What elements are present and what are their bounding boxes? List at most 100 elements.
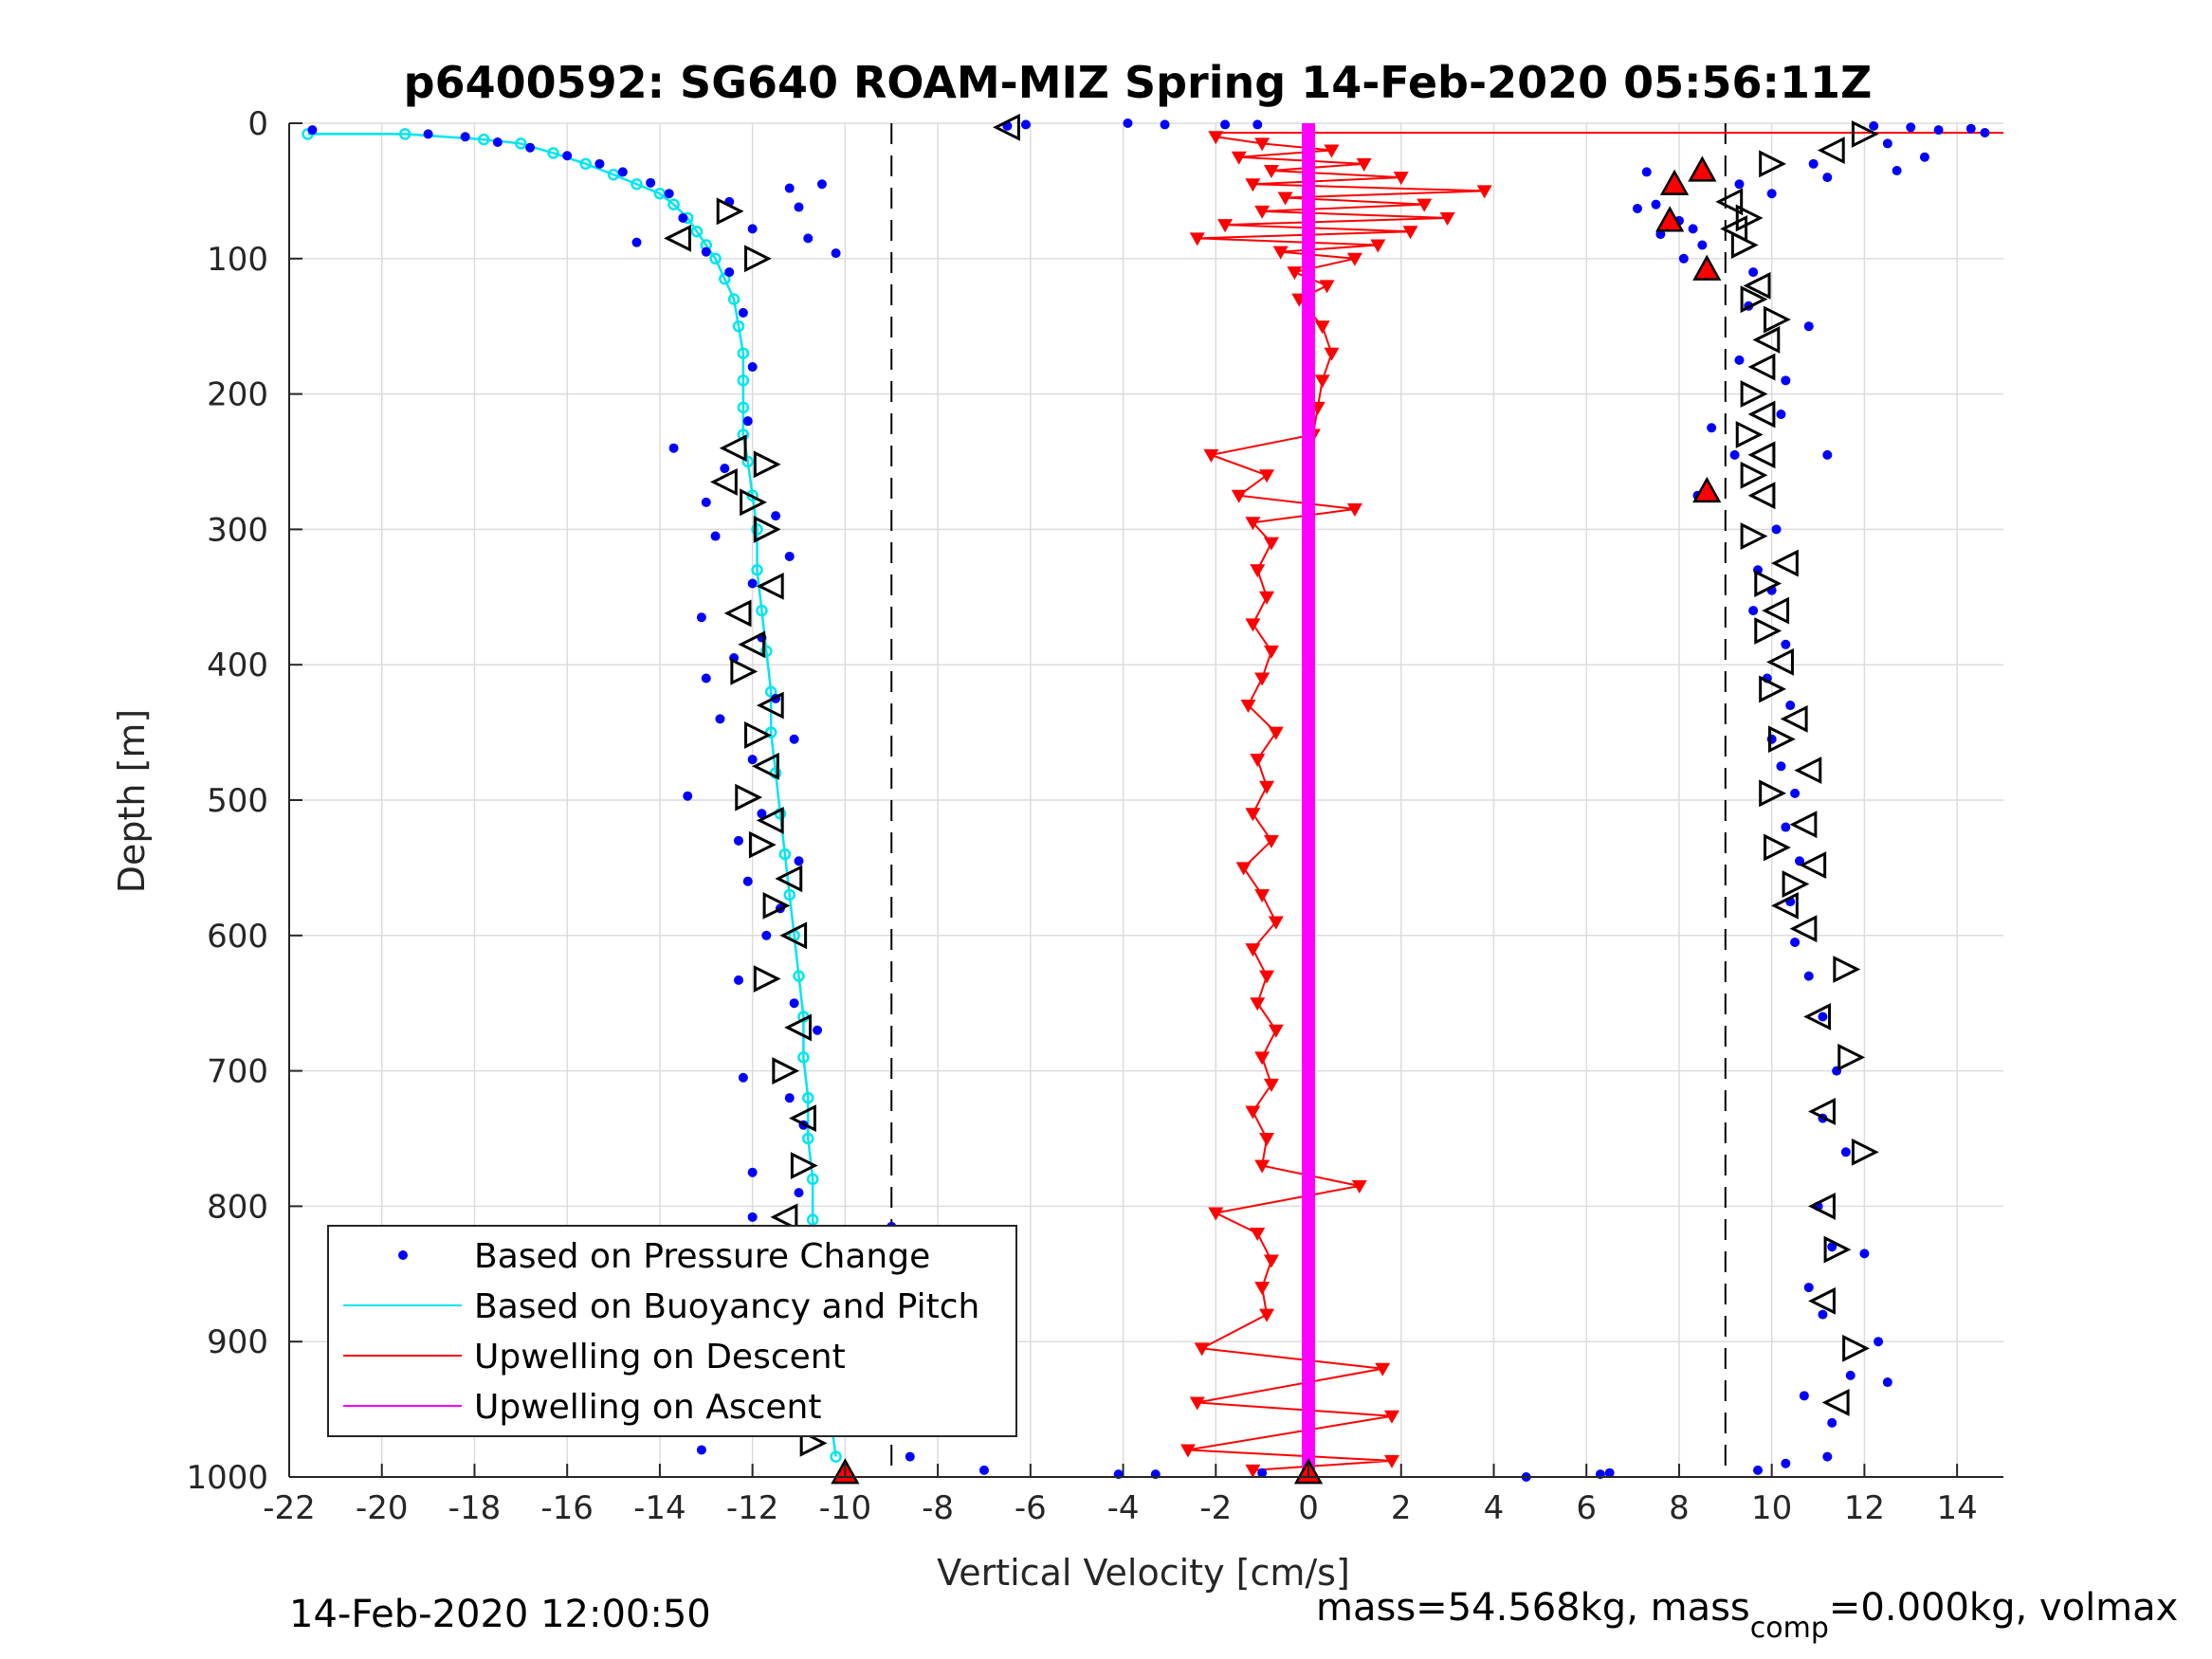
direction-marker-27 — [770, 1203, 798, 1231]
direction-marker-15 — [751, 752, 779, 780]
x-tick-label-15: 8 — [1669, 1489, 1690, 1527]
descent-marker-27 — [1203, 448, 1219, 463]
descent-marker-67 — [1383, 1454, 1399, 1468]
direction-marker-2 — [716, 197, 744, 226]
descent-marker-54 — [1259, 1133, 1275, 1146]
buoyancy-point-38 — [802, 1132, 814, 1145]
pressure-point-137 — [1965, 123, 1976, 134]
descent-marker-9 — [1277, 191, 1293, 206]
pressure-point-1 — [423, 129, 433, 139]
pressure-point-2 — [460, 132, 470, 142]
buoyancy-point-21 — [741, 455, 755, 468]
tick-labels: -22 -20 -18 -16 -14 -12 -10 -8 -6 -4 -2 0 2 4 6 8 10 12 14… — [186, 105, 1977, 1527]
descent-marker-42 — [1245, 808, 1261, 822]
buoyancy-point-37 — [802, 1091, 814, 1104]
direction-marker-7 — [740, 488, 768, 517]
red-marker-4 — [1655, 206, 1685, 232]
buoyancy-point-4 — [547, 147, 559, 159]
y-tick-label-0: 0 — [247, 105, 268, 143]
pressure-point-39 — [683, 791, 693, 801]
pressure-point-79 — [1632, 203, 1642, 213]
buoyancy-point-11 — [690, 225, 704, 238]
pressure-point-131 — [1604, 1468, 1615, 1478]
pressure-point-77 — [1641, 167, 1652, 177]
pressure-point-82 — [1655, 229, 1666, 240]
descent-marker-23 — [1324, 347, 1340, 361]
direction-marker-12 — [730, 657, 759, 685]
buoyancy-point-32 — [783, 888, 795, 902]
direction-marker-53 — [1754, 570, 1782, 597]
buoyancy-point-13 — [709, 252, 722, 265]
direction-marker-75 — [1808, 1286, 1836, 1315]
direction-marker-64 — [1799, 851, 1827, 879]
buoyancy-point-36 — [797, 1051, 810, 1064]
buoyancy-point-2 — [477, 133, 490, 146]
direction-marker-66 — [1770, 891, 1799, 920]
pressure-point-67 — [978, 1465, 989, 1475]
pressure-point-3 — [492, 137, 503, 147]
footer-mass-info: mass=54.568kg, masscomp=0.000kg, volmax — [1316, 1586, 2178, 1645]
pressure-point-81 — [1688, 224, 1698, 234]
direction-marker-3 — [744, 245, 772, 273]
descent-marker-55 — [1254, 1159, 1271, 1174]
pressure-point-141 — [1892, 165, 1902, 175]
pressure-point-16 — [803, 233, 814, 244]
pressure-point-65 — [696, 1445, 706, 1455]
pressure-point-28 — [710, 531, 721, 541]
buoyancy-point-25 — [756, 604, 768, 617]
descent-marker-62 — [1194, 1342, 1210, 1357]
direction-marker-67 — [1789, 915, 1818, 943]
direction-marker-11 — [738, 630, 766, 659]
buoyancy-point-34 — [793, 970, 805, 982]
descent-marker-49 — [1250, 997, 1266, 1012]
pressure-point-139 — [1882, 138, 1892, 149]
buoyancy-point-15 — [727, 293, 740, 305]
pressure-point-108 — [1790, 788, 1801, 798]
pressure-point-47 — [789, 998, 799, 1009]
pressure-point-29 — [784, 551, 795, 561]
buoyancy-pitch-series — [302, 128, 842, 1463]
pressure-point-8 — [646, 177, 656, 188]
direction-marker-14 — [744, 721, 772, 749]
x-tick-label-11: 0 — [1298, 1489, 1319, 1527]
pressure-point-27 — [771, 511, 781, 521]
x-axis-label: Vertical Velocity [cm/s] — [937, 1552, 1350, 1594]
pressure-point-130 — [1753, 1465, 1764, 1475]
pressure-point-95 — [1707, 423, 1717, 433]
direction-marker-51 — [1740, 522, 1768, 550]
legend-label-buoyancy: Based on Buoyancy and Pitch — [474, 1287, 979, 1326]
pressure-point-43 — [742, 876, 753, 886]
y-tick-label-1: 100 — [207, 241, 268, 279]
descent-marker-46 — [1268, 916, 1284, 930]
pressure-point-26 — [701, 497, 711, 507]
descent-marker-6 — [1393, 172, 1409, 186]
buoyancy-point-1 — [398, 128, 411, 140]
x-tick-label-16: 10 — [1751, 1489, 1792, 1527]
mass-text: mass=54.568kg, mass — [1316, 1586, 1750, 1630]
direction-marker-58 — [1780, 704, 1808, 733]
descent-marker-59 — [1263, 1254, 1279, 1268]
y-tick-label-2: 200 — [207, 376, 268, 414]
direction-marker-26 — [790, 1152, 818, 1179]
buoyancy-point-40 — [806, 1213, 819, 1226]
pressure-point-136 — [1933, 125, 1944, 136]
pressure-point-88 — [1822, 173, 1833, 183]
pressure-point-66 — [905, 1451, 915, 1462]
direction-marker-8 — [753, 515, 781, 543]
pressure-point-128 — [1822, 1451, 1833, 1462]
pressure-point-85 — [1734, 179, 1745, 190]
pressure-point-140 — [1919, 152, 1929, 162]
direction-marker-61 — [1759, 779, 1787, 808]
pressure-point-4 — [525, 142, 536, 153]
pressure-point-54 — [747, 1212, 758, 1222]
descent-marker-39 — [1268, 726, 1284, 740]
descent-marker-63 — [1375, 1362, 1391, 1376]
pressure-point-17 — [631, 237, 642, 247]
y-axis-label: Depth [m] — [111, 709, 153, 894]
pressure-point-102 — [1748, 606, 1759, 616]
descent-marker-50 — [1268, 1024, 1284, 1038]
pressure-point-50 — [784, 1093, 795, 1103]
x-tick-label-9: -4 — [1107, 1489, 1140, 1527]
x-tick-label-8: -6 — [1015, 1489, 1047, 1527]
